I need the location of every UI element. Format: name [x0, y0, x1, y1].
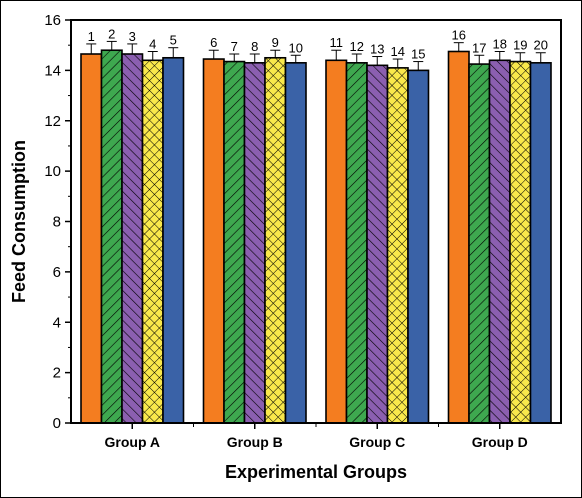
y-tick-label: 8: [53, 214, 61, 231]
x-axis-title: Experimental Groups: [225, 462, 407, 482]
bar: [264, 56, 287, 424]
bar-data-label: 3: [129, 29, 136, 44]
y-tick-label: 2: [53, 365, 61, 382]
bar-data-label: 14: [391, 44, 405, 59]
bar-data-label: 1: [88, 29, 95, 44]
bar-data-label: 18: [493, 36, 507, 51]
x-category-label: Group C: [349, 434, 405, 450]
bar-data-label: 15: [411, 47, 425, 62]
bar: [141, 59, 164, 424]
bar: [447, 50, 470, 424]
bar-data-label: 17: [472, 40, 486, 55]
bar-data-label: 13: [370, 42, 384, 57]
bar-data-label: 2: [108, 26, 115, 41]
bar: [345, 62, 368, 424]
bar: [202, 58, 225, 424]
bar-data-label: 12: [350, 39, 364, 54]
bars-layer: [80, 40, 552, 424]
bar: [243, 62, 266, 424]
bar-data-label: 4: [149, 36, 156, 51]
y-tick-label: 0: [53, 415, 61, 432]
bar: [162, 56, 185, 424]
bar: [121, 53, 144, 424]
bar-data-label: 20: [534, 38, 548, 53]
y-tick-label: 14: [44, 62, 61, 79]
bar-data-label: 7: [231, 39, 238, 54]
bar: [468, 63, 491, 424]
bar: [488, 59, 511, 424]
y-tick-label: 16: [44, 12, 61, 29]
bar-data-label: 5: [170, 33, 177, 48]
x-category-label: Group D: [472, 434, 528, 450]
y-tick-label: 12: [44, 113, 61, 130]
bar: [386, 67, 409, 424]
bar-data-label: 8: [251, 39, 258, 54]
bar: [100, 49, 123, 424]
y-tick-label: 6: [53, 264, 61, 281]
y-tick-label: 4: [53, 314, 61, 331]
bar-data-label: 6: [210, 35, 217, 50]
x-category-label: Group A: [105, 434, 160, 450]
x-category-label: Group B: [227, 434, 283, 450]
bar-data-label: 9: [272, 35, 279, 50]
bar: [407, 69, 430, 424]
bar: [284, 62, 307, 424]
bar: [366, 64, 389, 424]
bar: [529, 62, 552, 424]
bar: [80, 53, 103, 424]
bar: [509, 60, 532, 424]
bar-data-label: 19: [513, 38, 527, 53]
bar-data-label: 16: [452, 28, 466, 43]
bar: [223, 60, 246, 424]
y-tick-label: 10: [44, 163, 61, 180]
bar: [325, 59, 348, 424]
bar-data-label: 11: [330, 35, 344, 50]
y-axis-title: Feed Consumption: [9, 140, 29, 303]
bar-data-label: 10: [289, 40, 303, 55]
